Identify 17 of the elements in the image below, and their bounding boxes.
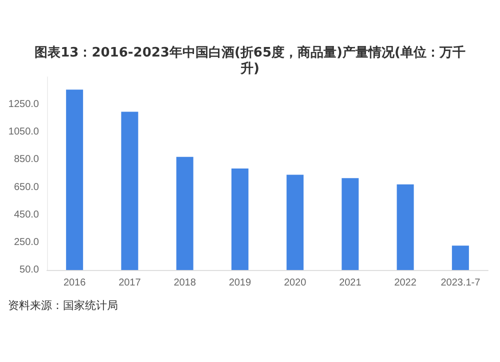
y-tick-label: 850.0 xyxy=(14,154,40,166)
y-tick-label: 1050.0 xyxy=(8,126,40,138)
y-tick-label: 450.0 xyxy=(14,209,40,220)
y-tick-label: 250.0 xyxy=(14,236,40,248)
x-tick-label: 2021 xyxy=(339,278,362,288)
y-tick-label: 50.0 xyxy=(20,264,40,276)
text: 资料来源：国家统计局 xyxy=(8,299,118,312)
x-tick-label: 2016 xyxy=(63,278,86,288)
y-tick-label: 650.0 xyxy=(14,182,40,193)
x-tick-label: 2023.1-7 xyxy=(440,278,481,288)
x-tick-label: 2020 xyxy=(284,278,307,288)
chart-title: 图表13：2016-2023年中国白酒(折65度，商品量)产量情况(单位：万千升) xyxy=(34,44,466,76)
y-tick-label: 1250.0 xyxy=(8,99,40,110)
x-tick-label: 2019 xyxy=(228,278,252,288)
x-tick-label: 2022 xyxy=(394,278,417,288)
x-tick-label: 2018 xyxy=(174,278,196,288)
x-tick-label: 2017 xyxy=(118,278,142,288)
